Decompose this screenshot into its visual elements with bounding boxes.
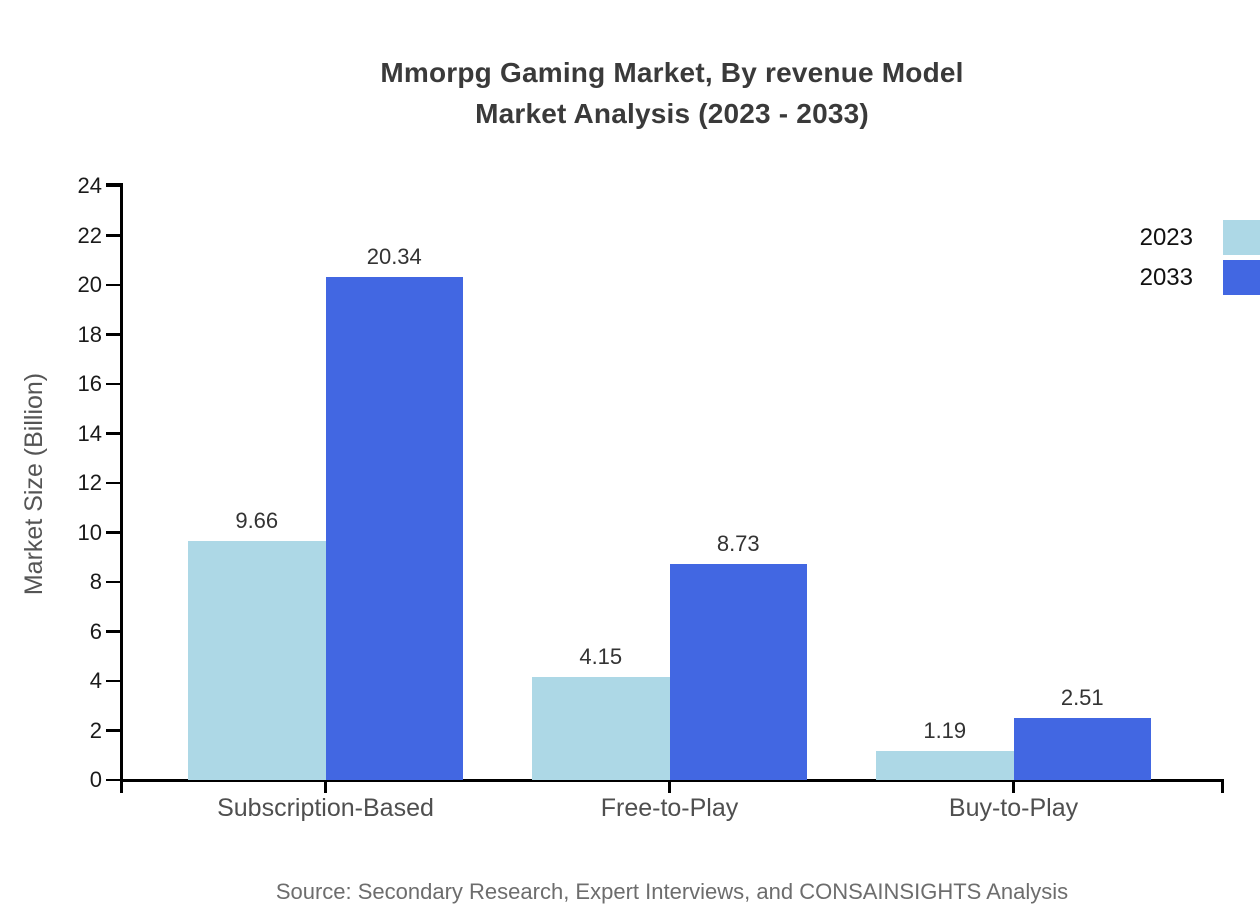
bar-2023-free-to-play	[532, 677, 670, 780]
x-tick	[324, 780, 327, 793]
y-tick-label: 14	[77, 420, 102, 446]
y-tick	[106, 184, 121, 188]
y-tick-label: 18	[77, 321, 102, 347]
y-tick-label: 22	[77, 222, 102, 248]
bar-value-label: 4.15	[579, 644, 623, 670]
y-tick-label: 0	[89, 767, 102, 792]
bar-value-label: 1.19	[923, 717, 967, 743]
source-note: Source: Secondary Research, Expert Inter…	[275, 879, 1069, 904]
y-tick-label: 2	[89, 717, 102, 743]
y-axis-line	[119, 183, 123, 793]
x-axis-line	[119, 779, 1224, 782]
chart-title: Mmorpg Gaming Market, By revenue Model M…	[122, 52, 1222, 134]
legend-swatch-2023	[1223, 220, 1260, 255]
y-tick	[106, 333, 121, 336]
bar-value-label: 20.34	[366, 243, 422, 269]
bar-2023-buy-to-play	[876, 750, 1014, 780]
x-tick	[1012, 780, 1015, 793]
bar-2023-subscription-based	[188, 540, 326, 780]
y-tick	[106, 679, 121, 683]
legend-label-2033: 2033	[1139, 264, 1193, 291]
category-label: Buy-to-Play	[948, 794, 1079, 822]
y-tick	[106, 283, 121, 287]
y-tick	[106, 580, 121, 584]
y-tick-label: 6	[89, 618, 102, 644]
y-tick-label: 10	[77, 519, 102, 545]
bar-value-label: 9.66	[235, 507, 279, 533]
y-tick-label: 4	[89, 668, 102, 693]
y-tick-label: 20	[77, 272, 102, 297]
y-tick-label: 16	[77, 371, 102, 396]
y-tick	[106, 481, 121, 485]
y-tick	[106, 382, 121, 386]
bar-2033-subscription-based	[325, 276, 463, 780]
y-tick	[106, 630, 121, 633]
bar-2033-buy-to-play	[1013, 717, 1151, 780]
x-tick	[668, 780, 671, 793]
y-tick	[106, 778, 121, 782]
category-label: Subscription-Based	[217, 794, 434, 822]
y-tick	[106, 234, 121, 237]
x-axis-end-tick	[1220, 779, 1224, 793]
category-label: Free-to-Play	[600, 794, 739, 822]
y-axis-end-tick	[106, 183, 121, 186]
y-tick-label: 24	[77, 173, 102, 198]
bar-2033-free-to-play	[669, 563, 807, 780]
bar-value-label: 8.73	[716, 530, 760, 556]
chart-title-line2: Market Analysis (2023 - 2033)	[475, 98, 869, 129]
y-tick-label: 12	[77, 470, 102, 495]
legend-label-2023: 2023	[1139, 224, 1193, 251]
y-tick	[106, 432, 121, 435]
legend-swatch-2033	[1223, 259, 1260, 295]
y-tick-label: 8	[89, 569, 102, 594]
chart-title-line1: Mmorpg Gaming Market, By revenue Model	[380, 57, 964, 88]
bar-value-label: 2.51	[1060, 684, 1104, 710]
y-tick	[106, 531, 121, 534]
y-tick	[106, 729, 121, 732]
